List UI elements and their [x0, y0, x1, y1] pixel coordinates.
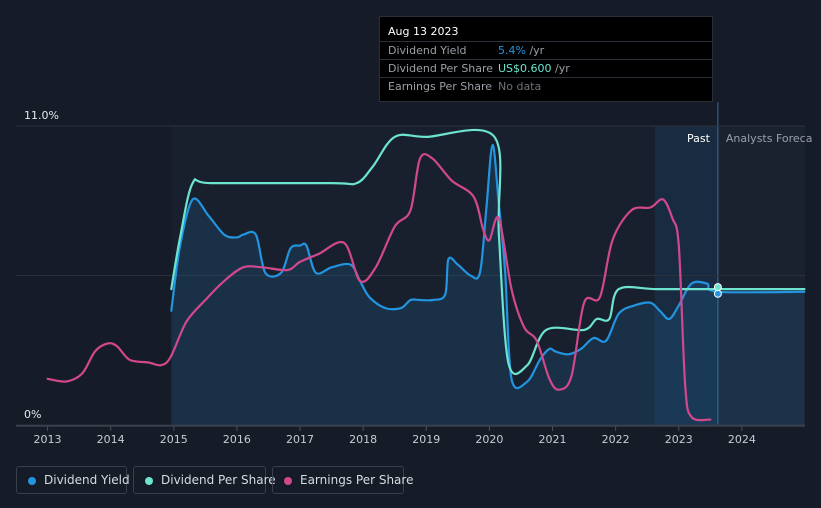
legend-item-dividend-per-share[interactable]: Dividend Per Share — [133, 466, 276, 494]
tooltip-value: No data — [498, 80, 542, 93]
dividend-yield-area — [171, 144, 805, 426]
tooltip-panel: Aug 13 2023 Dividend Yield 5.4% /yr Divi… — [379, 16, 713, 102]
x-tick-label: 2021 — [539, 433, 567, 446]
tooltip-row-dividend-yield: Dividend Yield 5.4% /yr — [380, 41, 712, 60]
legend-label: Dividend Per Share — [161, 473, 276, 487]
x-tick-label: 2024 — [728, 433, 756, 446]
forecast-label: Analysts Foreca — [726, 132, 813, 145]
tooltip-value: US$0.600 /yr — [498, 62, 570, 75]
x-tick-label: 2016 — [223, 433, 251, 446]
legend-dot — [145, 477, 153, 485]
x-tick-label: 2013 — [34, 433, 62, 446]
dividend-per-share-line — [170, 128, 806, 376]
legend-dot — [284, 477, 292, 485]
x-tick-label: 2019 — [412, 433, 440, 446]
x-tick-label: 2014 — [97, 433, 125, 446]
dividend-per-share-marker — [713, 283, 722, 292]
x-tick-label: 2023 — [665, 433, 693, 446]
tooltip-row-earnings-per-share: Earnings Per Share No data — [380, 77, 712, 96]
y-tick-label: 11.0% — [24, 109, 59, 122]
tooltip-date: Aug 13 2023 — [388, 25, 459, 38]
past-label: Past — [687, 132, 711, 145]
dividend-yield-marker — [713, 289, 722, 298]
legend-item-dividend-yield[interactable]: Dividend Yield — [16, 466, 130, 494]
earnings-per-share-line — [46, 152, 712, 422]
legend-dot — [28, 477, 36, 485]
legend-item-earnings-per-share[interactable]: Earnings Per Share — [272, 466, 413, 494]
tooltip-label: Dividend Yield — [388, 44, 467, 57]
x-tick-label: 2022 — [602, 433, 630, 446]
x-tick-label: 2020 — [475, 433, 503, 446]
tooltip-row-dividend-per-share: Dividend Per Share US$0.600 /yr — [380, 59, 712, 78]
x-tick-label: 2018 — [349, 433, 377, 446]
x-tick-label: 2015 — [160, 433, 188, 446]
tooltip-label: Earnings Per Share — [388, 80, 493, 93]
legend-label: Dividend Yield — [44, 473, 130, 487]
tooltip-value: 5.4% /yr — [498, 44, 545, 57]
x-tick-label: 2017 — [286, 433, 314, 446]
legend-label: Earnings Per Share — [300, 473, 414, 487]
y-tick-label: 0% — [24, 408, 41, 421]
tooltip-label: Dividend Per Share — [388, 62, 494, 75]
dividend-yield-line — [170, 143, 806, 390]
